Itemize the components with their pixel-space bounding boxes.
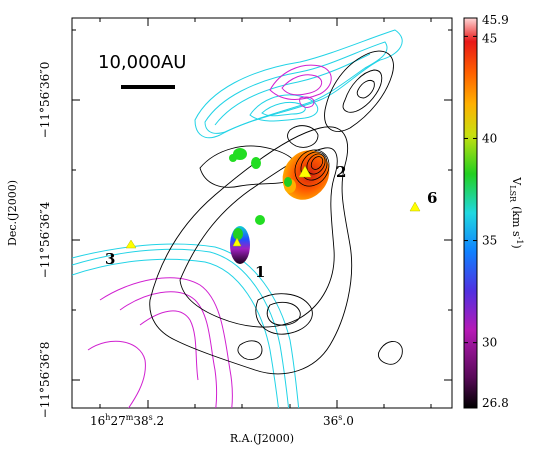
- source-3-triangle: [125, 239, 137, 249]
- cyan-contours: [194, 29, 403, 139]
- colorbar-tick-label: 30: [482, 336, 497, 350]
- x-tick-1-h-sup: h: [105, 413, 110, 422]
- source-label-3: 3: [105, 250, 115, 268]
- source-6-triangle: [409, 201, 421, 212]
- y-tick-label-1: −11°56′36″0: [38, 62, 52, 139]
- x-tick-1-s-sup: s: [149, 413, 153, 422]
- colorbar-title-unit-sup: -1: [515, 237, 524, 245]
- x-tick-1-minutes: 27: [110, 414, 125, 428]
- colorbar-title-close: ): [510, 244, 523, 248]
- colorbar-tick-label: 40: [482, 131, 497, 145]
- colorbar-title-sub: LSR: [508, 185, 517, 203]
- source-2-triangle: [298, 165, 312, 178]
- y-tick-label-3: −11°56′36″8: [38, 342, 52, 419]
- colorbar-title: VLSR (km s-1): [508, 176, 524, 248]
- x-tick-2-frac: .0: [342, 414, 353, 428]
- x-tick-label-2: 36s.0: [323, 413, 354, 428]
- colorbar-tick-label: 45.9: [482, 13, 509, 27]
- source-label-1: 1: [255, 263, 265, 281]
- colorbar-tick-label: 35: [482, 234, 497, 248]
- colorbar-title-main: V: [510, 176, 523, 186]
- y-tick-label-2: −11°56′36″4: [38, 201, 52, 278]
- x-tick-1-seconds: 38: [133, 414, 148, 428]
- colorbar-ticks: 45.9 45 40 35 30 26.8: [464, 13, 509, 410]
- colorbar-title-unit: (km s: [510, 206, 523, 237]
- x-tick-1-m-sup: m: [126, 413, 134, 422]
- triangle-markers: [125, 165, 421, 249]
- contour-layer: [72, 29, 421, 408]
- source-1-triangle: [232, 237, 242, 247]
- green-blobs: [229, 148, 265, 225]
- colorbar: [463, 17, 478, 409]
- scale-bar-label: 10,000AU: [98, 52, 186, 73]
- x-tick-1-hours: 16: [90, 414, 105, 428]
- source-label-2: 2: [336, 163, 346, 181]
- axis-ticks: [72, 18, 452, 408]
- x-tick-label-1: 16h27m38s.2: [90, 413, 164, 428]
- colorbar-tick-label: 26.8: [482, 396, 509, 410]
- colorbar-tick-label: 45: [482, 31, 497, 45]
- x-tick-1-frac: .2: [153, 414, 164, 428]
- y-axis-title: Dec.(J2000): [6, 180, 19, 246]
- magenta-contours: [87, 64, 332, 408]
- x-axis-title: R.A.(J2000): [230, 432, 294, 445]
- source-label-6: 6: [427, 189, 437, 207]
- x-tick-2-seconds: 36: [323, 414, 338, 428]
- x-tick-2-s-sup: s: [338, 413, 342, 422]
